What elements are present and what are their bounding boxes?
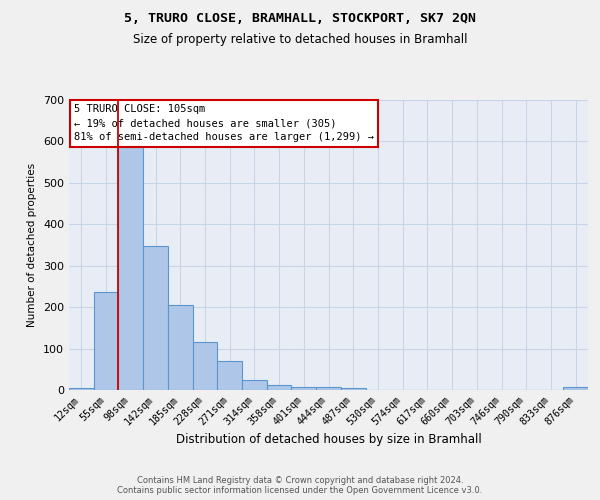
Y-axis label: Number of detached properties: Number of detached properties (28, 163, 37, 327)
Bar (193, 342, 217, 390)
Text: Contains HM Land Registry data © Crown copyright and database right 2024.
Contai: Contains HM Land Registry data © Crown c… (118, 476, 482, 495)
Bar (563, 387, 588, 390)
Text: 5, TRURO CLOSE, BRAMHALL, STOCKPORT, SK7 2QN: 5, TRURO CLOSE, BRAMHALL, STOCKPORT, SK7… (124, 12, 476, 26)
Bar (143, 246, 168, 390)
Bar (292, 386, 316, 390)
Bar (94, 292, 118, 390)
Bar (341, 388, 365, 390)
Bar (168, 305, 193, 390)
Bar (217, 361, 242, 390)
Bar (242, 380, 267, 390)
Text: Size of property relative to detached houses in Bramhall: Size of property relative to detached ho… (133, 32, 467, 46)
Bar (316, 387, 341, 390)
Text: 5 TRURO CLOSE: 105sqm
← 19% of detached houses are smaller (305)
81% of semi-det: 5 TRURO CLOSE: 105sqm ← 19% of detached … (74, 104, 374, 142)
Bar (69, 388, 94, 390)
Bar (118, 146, 143, 390)
Text: Distribution of detached houses by size in Bramhall: Distribution of detached houses by size … (176, 432, 482, 446)
Bar (267, 384, 292, 390)
